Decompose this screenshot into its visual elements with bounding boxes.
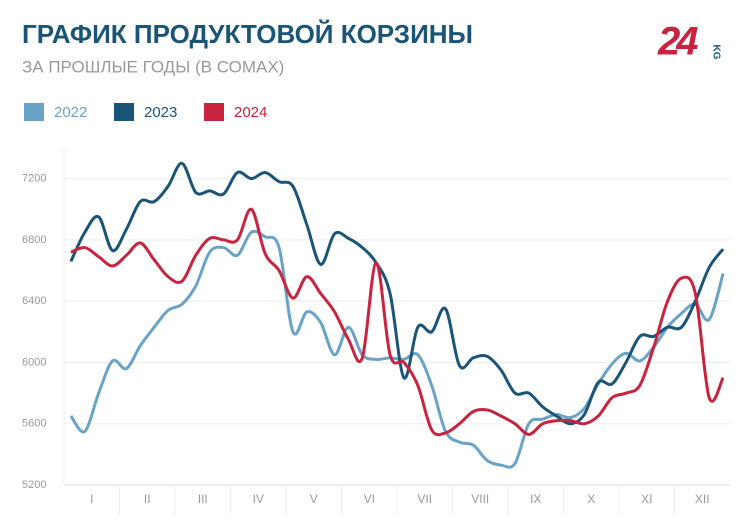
x-tick-label: VII	[417, 492, 432, 506]
legend-swatch	[204, 103, 224, 121]
x-tick-label: XII	[695, 492, 710, 506]
chart-subtitle: ЗА ПРОШЛЫЕ ГОДЫ (В СОМАХ)	[22, 57, 284, 76]
x-tick-label: XI	[641, 492, 652, 506]
legend-swatch	[114, 103, 134, 121]
x-tick-label: I	[90, 492, 93, 506]
x-tick-label: IX	[530, 492, 541, 506]
x-tick-label: VI	[364, 492, 375, 506]
legend-label: 2023	[144, 104, 177, 121]
x-tick-label: X	[587, 492, 595, 506]
x-tick-label: IV	[253, 492, 264, 506]
series-line	[69, 161, 725, 426]
y-tick-label: 7200	[22, 173, 46, 185]
y-tick-label: 5600	[22, 418, 46, 430]
logo-number: 24	[657, 20, 698, 64]
y-tick-label: 5200	[22, 479, 46, 491]
legend-label: 2022	[54, 104, 87, 121]
logo-suffix: KG	[710, 45, 721, 60]
series-line	[69, 229, 725, 469]
chart-title: ГРАФИК ПРОДУКТОВОЙ КОРЗИНЫ	[22, 19, 473, 49]
y-tick-label: 6800	[22, 234, 46, 246]
x-tick-label: II	[144, 492, 151, 506]
legend-swatch	[24, 103, 44, 121]
series-line	[70, 207, 725, 437]
x-tick-label: III	[198, 492, 208, 506]
legend-label: 2024	[234, 104, 267, 121]
y-tick-label: 6400	[22, 295, 46, 307]
x-tick-label: V	[310, 492, 318, 506]
x-tick-label: VIII	[471, 492, 489, 506]
y-tick-label: 6000	[22, 356, 46, 368]
